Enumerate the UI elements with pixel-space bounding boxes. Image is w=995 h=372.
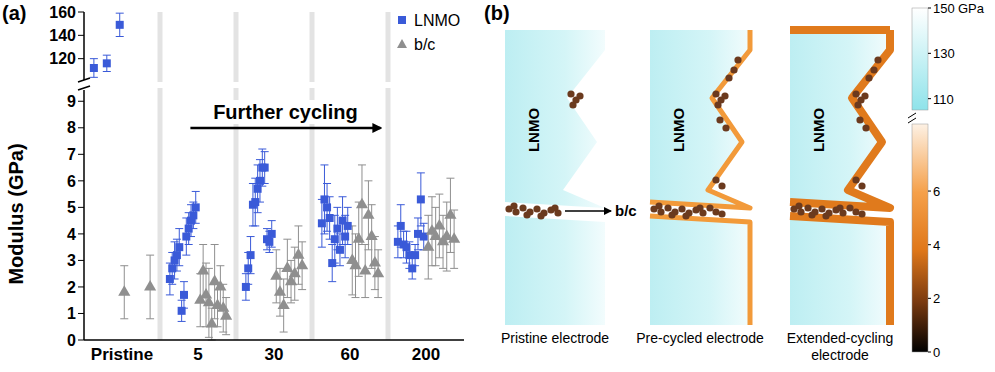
svg-text:3: 3: [67, 252, 76, 269]
svg-text:Pristine: Pristine: [91, 345, 153, 364]
svg-text:(b): (b): [484, 2, 510, 24]
svg-text:4: 4: [933, 238, 940, 253]
svg-text:Modulus (GPa): Modulus (GPa): [5, 143, 27, 284]
svg-text:6: 6: [67, 173, 76, 190]
svg-text:8: 8: [67, 119, 76, 136]
svg-text:160: 160: [49, 4, 76, 21]
svg-text:5: 5: [67, 199, 76, 216]
svg-text:LNMO: LNMO: [414, 12, 460, 29]
html-text:Pre-cycled electrode: Pre-cycled electrode: [636, 330, 764, 346]
svg-text:120: 120: [49, 50, 76, 67]
svg-text:9: 9: [67, 93, 76, 110]
html-text:Pristine electrode: Pristine electrode: [500, 330, 610, 346]
svg-text:200: 200: [412, 345, 440, 364]
svg-text:4: 4: [67, 226, 76, 243]
svg-text:GPa: GPa: [958, 1, 985, 16]
svg-text:5: 5: [193, 345, 202, 364]
svg-text:0: 0: [67, 332, 76, 349]
svg-text:Further cycling: Further cycling: [213, 101, 357, 123]
svg-text:2: 2: [67, 279, 76, 296]
svg-text:30: 30: [265, 345, 284, 364]
svg-text:2: 2: [933, 291, 940, 306]
svg-text:0: 0: [933, 345, 940, 360]
svg-text:6: 6: [933, 184, 940, 199]
svg-text:LNMO: LNMO: [670, 108, 687, 152]
svg-text:b/c: b/c: [615, 202, 637, 219]
svg-text:60: 60: [341, 345, 360, 364]
svg-text:130: 130: [933, 46, 955, 61]
html-text:Extended-cycling electrode: Extended-cycling electrode: [786, 330, 894, 363]
svg-text:LNMO: LNMO: [525, 108, 542, 152]
svg-text:110: 110: [933, 92, 954, 107]
svg-text:7: 7: [67, 146, 76, 163]
svg-text:(a): (a): [2, 2, 26, 24]
svg-text:140: 140: [49, 27, 76, 44]
svg-text:150: 150: [933, 1, 955, 16]
svg-text:LNMO: LNMO: [810, 108, 827, 152]
svg-text:1: 1: [67, 305, 76, 322]
svg-text:b/c: b/c: [414, 36, 435, 53]
